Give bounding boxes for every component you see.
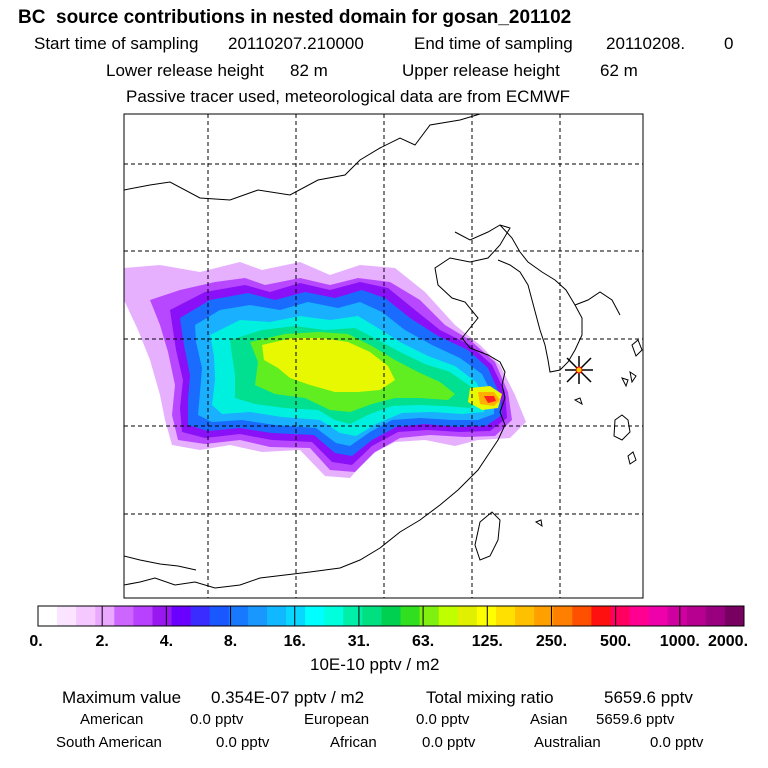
receptor-star-icon <box>565 356 593 384</box>
end-time-extra: 0 <box>724 34 734 53</box>
colorbar-swatch <box>667 606 688 626</box>
upper-height-value: 62 m <box>600 61 638 80</box>
colorbar-swatch <box>381 606 402 626</box>
colorbar-swatch <box>324 606 344 626</box>
colorbar-swatch <box>114 606 134 626</box>
colorbar-swatch <box>57 606 77 626</box>
region-value: 5659.6 pptv <box>596 711 675 728</box>
colorbar-swatch <box>38 606 58 626</box>
region-name: European <box>304 711 370 728</box>
colorbar-swatch <box>686 606 707 626</box>
colorbar-swatch <box>305 606 325 626</box>
colorbar-tick-label: 4. <box>159 633 174 650</box>
region-name: African <box>330 734 377 751</box>
plume-red-spot <box>484 396 496 403</box>
lower-height-value: 82 m <box>290 61 328 80</box>
colorbar-swatch <box>266 606 287 626</box>
colorbar-swatch <box>133 606 153 626</box>
colorbar-swatch <box>495 606 516 626</box>
colorbar-swatch <box>534 606 554 626</box>
colorbar-tick-label: 31. <box>347 633 371 650</box>
colorbar-swatch <box>610 606 631 626</box>
map-frame <box>123 113 644 599</box>
colorbar-swatch <box>419 606 440 626</box>
colorbar-swatch <box>572 606 592 626</box>
page-title: BC source contributions in nested domain… <box>18 7 572 28</box>
region-value: 0.0 pptv <box>190 711 244 728</box>
colorbar-swatch <box>152 606 173 626</box>
colorbar-swatch <box>286 606 306 626</box>
colorbar-swatch <box>247 606 268 626</box>
colorbar-tick-label: 0. <box>29 633 43 650</box>
plume-yellow-layer <box>262 338 395 392</box>
colorbar-unit: 10E-10 pptv / m2 <box>310 655 440 674</box>
colorbar-swatch <box>362 606 382 626</box>
max-value-label: Maximum value <box>62 688 182 707</box>
colorbar-swatch <box>591 606 611 626</box>
colorbar-swatch <box>629 606 650 626</box>
colorbar-swatch <box>438 606 459 626</box>
region-value: 0.0 pptv <box>422 734 476 751</box>
region-value: 0.0 pptv <box>216 734 270 751</box>
colorbar-tick-label: 250. <box>535 633 568 650</box>
colorbar-tick-label: 2. <box>95 633 109 650</box>
colorbar <box>37 605 745 627</box>
region-name: Asian <box>530 711 568 728</box>
upper-height-label: Upper release height <box>402 61 560 80</box>
lat-lon-grid <box>124 114 643 598</box>
colorbar-tick-label: 8. <box>223 633 238 650</box>
region-name: American <box>80 711 144 728</box>
colorbar-tick-label: 1000. <box>659 633 700 650</box>
colorbar-swatch <box>343 606 363 626</box>
start-time-value: 20110207.210000 <box>228 34 364 53</box>
total-mixing-label: Total mixing ratio <box>426 688 554 707</box>
colorbar-swatch <box>648 606 669 626</box>
colorbar-swatch <box>209 606 230 626</box>
colorbar-swatch <box>190 606 211 626</box>
colorbar-swatch <box>171 606 192 626</box>
region-name: Australian <box>534 734 601 751</box>
colorbar-swatch <box>95 606 115 626</box>
colorbar-swatch <box>705 606 726 626</box>
colorbar-swatch <box>228 606 249 626</box>
colorbar-swatch <box>515 606 535 626</box>
colorbar-tick-label: 500. <box>600 633 632 650</box>
colorbar-tick-label: 2000. <box>707 633 749 650</box>
colorbar-swatch <box>724 606 745 626</box>
coastlines <box>124 114 643 589</box>
lower-height-label: Lower release height <box>106 61 264 80</box>
end-time-value: 20110208. <box>606 34 686 53</box>
colorbar-frame <box>37 605 745 627</box>
colorbar-tick-label: 16. <box>283 633 306 650</box>
region-value: 0.0 pptv <box>650 734 704 751</box>
colorbar-swatch <box>76 606 96 626</box>
colorbar-tick-label: 63. <box>411 633 435 650</box>
colorbar-swatch <box>457 606 478 626</box>
plume-field <box>124 262 526 478</box>
end-time-label: End time of sampling <box>414 34 573 53</box>
region-name: South American <box>56 734 162 751</box>
max-value: 0.354E-07 pptv / m2 <box>211 688 365 707</box>
colorbar-swatch <box>476 606 497 626</box>
tracer-note: Passive tracer used, meteorological data… <box>126 87 571 106</box>
colorbar-swatch <box>400 606 421 626</box>
region-value: 0.0 pptv <box>416 711 470 728</box>
total-mixing-value: 5659.6 pptv <box>604 688 693 707</box>
start-time-label: Start time of sampling <box>34 34 199 53</box>
colorbar-tick-label: 125. <box>471 633 503 650</box>
colorbar-swatch <box>553 606 573 626</box>
